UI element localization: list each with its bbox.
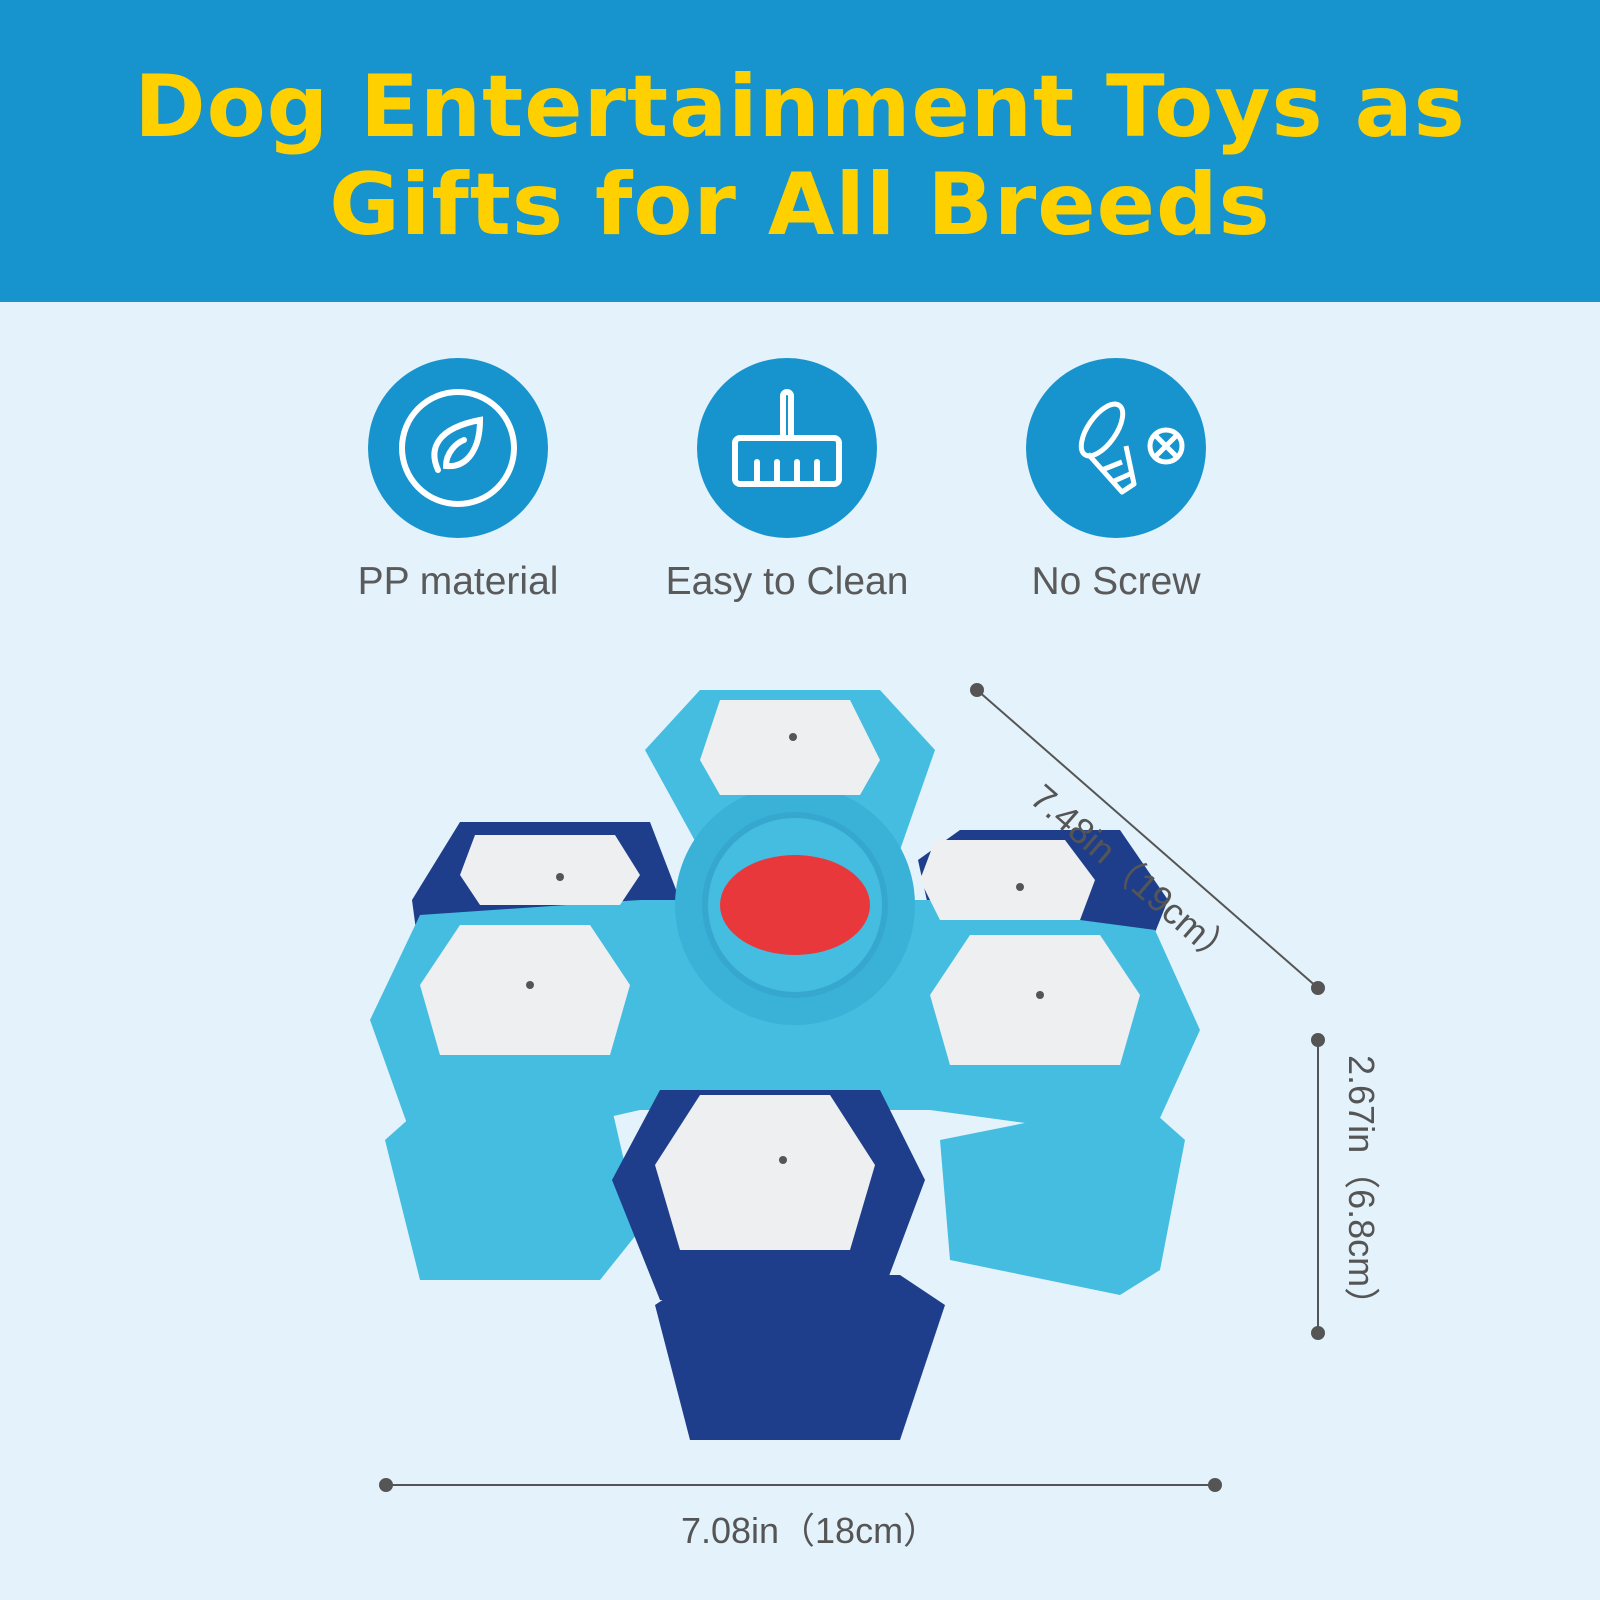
header-banner: Dog Entertainment Toys as Gifts for All … [0,0,1600,302]
treat-covers [420,700,1140,1250]
depth-dimension-line [976,689,1319,989]
feature-label: No Screw [1031,560,1201,603]
title-line-2: Gifts for All Breeds [329,155,1271,255]
feature-label: Easy to Clean [665,560,909,603]
feature-label: PP material [357,560,559,603]
dimension-lines [379,683,1325,1492]
red-button [720,855,870,955]
title-line-1: Dog Entertainment Toys as [134,57,1466,157]
toy-right-lower-pod [940,1100,1185,1295]
toy-puzzle [370,690,1200,1440]
page-title: Dog Entertainment Toys as Gifts for All … [0,58,1600,254]
height-label: 2.67in（6.8cm） [1341,1055,1382,1324]
toy-bottom-dark-pod [655,1275,945,1440]
feature-pp-material: PP material [308,358,608,604]
width-label: 7.08in（18cm） [680,1510,940,1551]
feature-easy-clean: Easy to Clean [637,358,937,604]
leaf-icon [368,358,548,538]
broom-icon [697,358,877,538]
feature-no-screw: No Screw [966,358,1266,604]
no-screw-icon [1026,358,1206,538]
